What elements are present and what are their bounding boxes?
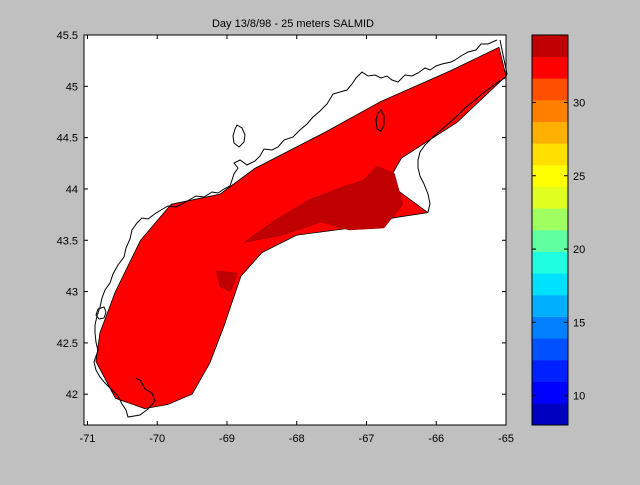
colorbar-step	[532, 78, 568, 101]
y-tick-label: 45	[66, 81, 78, 93]
colorbar-tick-label: 25	[573, 171, 585, 183]
y-tick-label: 44	[66, 184, 78, 196]
colorbar-step	[532, 360, 568, 382]
colorbar-tick-label: 15	[573, 317, 585, 329]
region-core-patch	[216, 270, 238, 293]
colorbar-step	[532, 251, 568, 274]
colorbar-tick-label: 10	[573, 391, 585, 403]
y-axis: 42 42.5 43 43.5 44 44.5 45 45.5	[57, 30, 506, 401]
colorbar: 10 15 20 25 30	[531, 34, 585, 426]
y-tick-label: 42.5	[57, 338, 78, 350]
colorbar-step	[532, 295, 568, 317]
plot-frame	[83, 34, 507, 426]
y-tick-label: 43.5	[57, 235, 78, 247]
colorbar-step	[532, 100, 568, 122]
x-tick-label: -68	[289, 433, 305, 445]
colorbar-step	[532, 208, 568, 231]
x-tick-label: -67	[359, 433, 375, 445]
colorbar-step	[532, 403, 568, 426]
chart-title: Day 13/8/98 - 25 meters SALMID	[212, 18, 374, 30]
y-tick-label: 42	[66, 389, 78, 401]
colorbar-step	[532, 316, 568, 339]
x-tick-label: -69	[219, 433, 235, 445]
x-tick-label: -66	[428, 433, 444, 445]
x-tick-label: -70	[149, 433, 165, 445]
colorbar-step	[532, 273, 568, 296]
colorbar-step	[532, 338, 568, 361]
y-tick-label: 45.5	[57, 30, 78, 42]
y-tick-label: 43	[66, 287, 78, 299]
colorbar-step	[532, 56, 568, 79]
colorbar-tick-label: 30	[573, 97, 585, 109]
region-core-water	[244, 166, 404, 243]
y-tick-label: 44.5	[57, 133, 78, 145]
colorbar-step	[532, 186, 568, 209]
x-tick-label: -71	[80, 433, 96, 445]
coastline	[93, 39, 508, 418]
colorbar-frame	[531, 34, 569, 426]
colorbar-step	[532, 35, 568, 57]
x-tick-label: -65	[498, 433, 514, 445]
colorbar-step	[532, 143, 568, 166]
colorbar-step	[532, 165, 568, 187]
colorbar-step	[532, 230, 568, 252]
colorbar-tick-label: 20	[573, 244, 585, 256]
colorbar-step	[532, 121, 568, 144]
x-axis: -71 -70 -69 -68 -67 -66 -65	[80, 35, 514, 445]
colorbar-step	[532, 381, 568, 404]
